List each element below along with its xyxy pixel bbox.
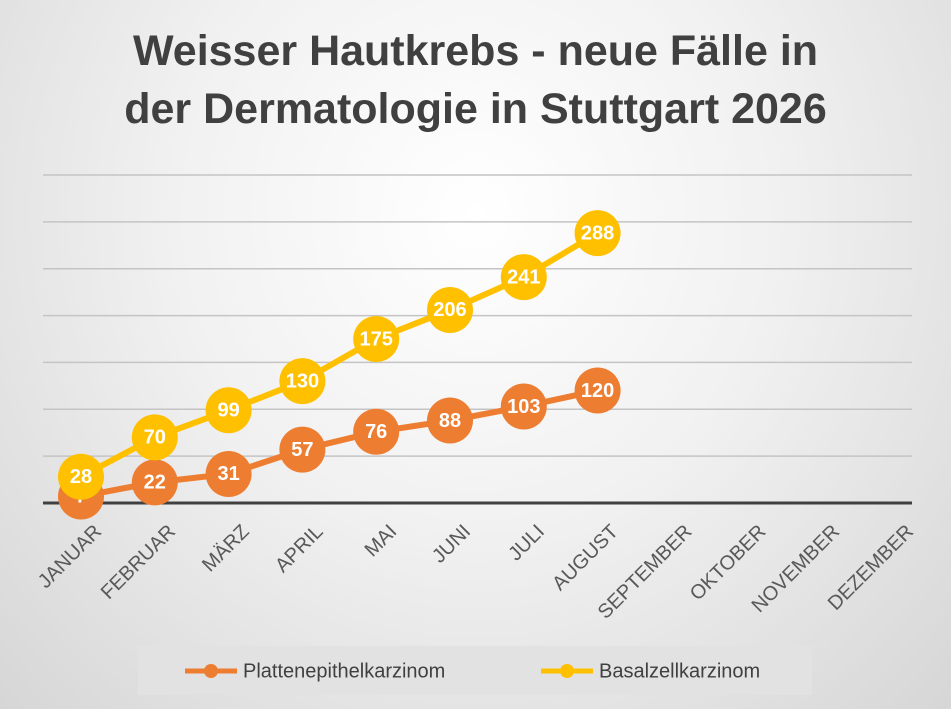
data-point [427, 286, 473, 333]
data-point [205, 450, 252, 497]
data-point [427, 397, 473, 444]
x-tick-label: MÄRZ [198, 521, 254, 577]
legend-label: Basalzellkarzinom [599, 660, 760, 682]
data-point [205, 387, 252, 434]
data-point [500, 254, 547, 301]
data-label: 130 [286, 370, 319, 392]
data-point [279, 358, 326, 405]
gridlines [43, 174, 912, 457]
data-point [131, 414, 178, 461]
chart-title-line-2: der Dermatologie in Stuttgart 2026 [124, 85, 827, 133]
legend-label: Plattenepithelkarzinom [243, 660, 445, 682]
data-label: 175 [360, 328, 393, 350]
series: 72231577688103120287099130175206241288 [58, 210, 621, 520]
x-tick-label: JANUAR [34, 521, 106, 593]
data-label: 103 [507, 396, 540, 418]
chart-title-line-1: Weisser Hautkrebs - neue Fälle in [132, 27, 819, 75]
x-tick-label: JUNI [428, 521, 475, 568]
data-point [353, 316, 400, 362]
data-point [500, 383, 547, 430]
data-label: 28 [70, 466, 92, 488]
x-tick-label: FEBRUAR [97, 521, 180, 604]
legend-marker [560, 664, 574, 678]
data-label: 120 [581, 380, 614, 402]
data-point [58, 453, 104, 500]
data-label: 288 [581, 222, 614, 244]
data-label: 22 [144, 472, 166, 494]
x-tick-label: JULI [504, 521, 549, 566]
data-label: 57 [291, 439, 313, 461]
x-tick-label: AUGUST [548, 521, 622, 595]
data-point [353, 408, 400, 455]
data-point [279, 426, 326, 473]
x-tick-label: MAI [361, 521, 402, 562]
data-point [574, 210, 621, 257]
data-label: 31 [217, 463, 239, 485]
series-2: 28 70 99 130 175 206 241 288 [58, 210, 621, 500]
data-label: 241 [507, 266, 540, 288]
x-tick-label: APRIL [271, 521, 327, 577]
data-label: 206 [433, 299, 466, 321]
data-point [574, 367, 621, 414]
chart-title: Weisser Hautkrebs - neue Fälle in der De… [0, 22, 951, 138]
data-label: 70 [144, 427, 166, 449]
data-label: 88 [439, 410, 461, 432]
legend-marker [204, 664, 218, 678]
data-label: 99 [217, 400, 239, 422]
data-point [131, 459, 178, 506]
data-label: 76 [365, 421, 387, 443]
legend [138, 646, 812, 695]
legend-entries: Plattenepithelkarzinom Basalzellkarzinom [185, 660, 760, 682]
